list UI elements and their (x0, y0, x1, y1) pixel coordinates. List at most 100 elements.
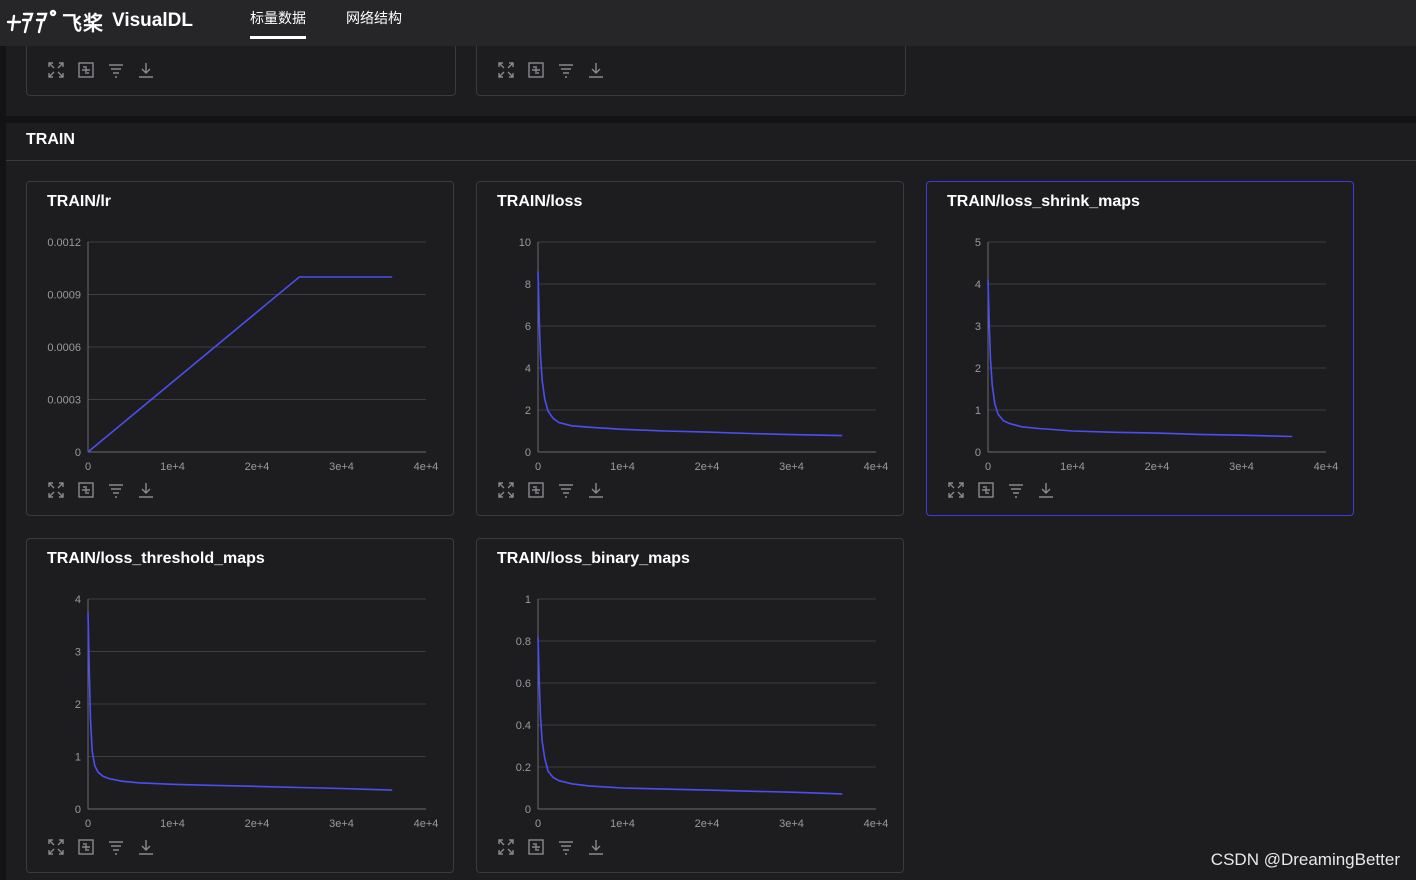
download-icon[interactable] (587, 481, 605, 499)
line-chart[interactable]: 0 1 2 3 4 5 0 1e+4 2e+4 3e+4 4e+4 (927, 182, 1355, 517)
section-divider (6, 160, 1416, 161)
y-tick-label: 0 (75, 804, 81, 816)
fit-icon[interactable] (77, 838, 95, 856)
chart-toolbar (497, 838, 605, 856)
line-chart[interactable]: 0 0.0003 0.0006 0.0009 0.0012 0 1e+4 2e+4 3e+4 4e… (27, 182, 455, 517)
y-tick-label: 4 (525, 363, 531, 375)
x-tick-label: 3e+4 (329, 818, 354, 830)
expand-icon[interactable] (47, 838, 65, 856)
chart-toolbar (497, 61, 605, 79)
y-tick-label: 0 (525, 447, 531, 459)
y-tick-label: 10 (519, 237, 531, 249)
download-icon[interactable] (587, 61, 605, 79)
x-tick-label: 2e+4 (695, 461, 720, 473)
x-tick-label: 0 (85, 818, 91, 830)
filter-icon[interactable] (107, 481, 125, 499)
fit-icon[interactable] (77, 481, 95, 499)
fit-icon[interactable] (527, 61, 545, 79)
y-tick-label: 2 (75, 699, 81, 711)
chart-card: TRAIN/loss 0 2 4 6 8 10 0 1e+4 2e+4 3e+4 4e+4 (476, 181, 904, 516)
filter-icon[interactable] (1007, 481, 1025, 499)
brand-chinese-name: 飞桨 (62, 12, 104, 35)
x-tick-label: 4e+4 (414, 461, 439, 473)
x-tick-label: 4e+4 (864, 461, 889, 473)
y-tick-label: 0.2 (516, 762, 531, 774)
y-tick-label: 2 (525, 405, 531, 417)
chart-card: TRAIN/lr 0 0.0003 0.0006 0.0009 0.0012 0 1e+4 2… (26, 181, 454, 516)
y-tick-label: 4 (975, 279, 981, 291)
x-tick-label: 1e+4 (610, 461, 635, 473)
chart-title: TRAIN/loss_binary_maps (497, 550, 690, 567)
x-tick-label: 2e+4 (245, 818, 270, 830)
chart-toolbar (47, 481, 155, 499)
chart-title: TRAIN/loss_shrink_maps (947, 193, 1140, 210)
expand-icon[interactable] (47, 481, 65, 499)
brand[interactable]: 飞桨 VisualDL (6, 4, 193, 38)
y-tick-label: 2 (975, 363, 981, 375)
y-tick-label: 1 (975, 405, 981, 417)
series-line (87, 612, 393, 791)
x-tick-label: 3e+4 (1229, 461, 1254, 473)
chart-card: TRAIN/loss_threshold_maps 0 1 2 3 4 0 1e+4 2e+4… (26, 538, 454, 873)
expand-icon[interactable] (947, 481, 965, 499)
y-tick-label: 1 (525, 594, 531, 606)
line-chart[interactable]: 0 1 2 3 4 0 1e+4 2e+4 3e+4 4e+4 (27, 539, 455, 874)
tab-network-graph[interactable]: 网络结构 (346, 10, 402, 26)
x-tick-label: 0 (535, 461, 541, 473)
x-tick-label: 3e+4 (779, 818, 804, 830)
x-tick-label: 1e+4 (610, 818, 635, 830)
filter-icon[interactable] (557, 481, 575, 499)
y-tick-label: 0.0012 (47, 237, 81, 249)
filter-icon[interactable] (107, 838, 125, 856)
x-tick-label: 2e+4 (245, 461, 270, 473)
y-tick-label: 4 (75, 594, 81, 606)
chart-title: TRAIN/loss_threshold_maps (47, 550, 265, 567)
fit-icon[interactable] (527, 481, 545, 499)
chart-toolbar (497, 481, 605, 499)
y-tick-label: 0.4 (516, 720, 531, 732)
y-tick-label: 0.0003 (47, 395, 81, 407)
x-tick-label: 2e+4 (695, 818, 720, 830)
line-chart[interactable]: 0 0.2 0.4 0.6 0.8 1 0 1e+4 2e+4 3e+4 4e+4 (477, 539, 905, 874)
y-tick-label: 0.8 (516, 636, 531, 648)
download-icon[interactable] (137, 838, 155, 856)
download-icon[interactable] (137, 61, 155, 79)
y-tick-label: 0.6 (516, 678, 531, 690)
x-tick-label: 4e+4 (1314, 461, 1339, 473)
expand-icon[interactable] (497, 838, 515, 856)
y-tick-label: 0.0006 (47, 342, 81, 354)
y-tick-label: 0 (975, 447, 981, 459)
fit-icon[interactable] (527, 838, 545, 856)
expand-icon[interactable] (497, 481, 515, 499)
chart-card: TRAIN/loss_binary_maps 0 0.2 0.4 0.6 0.8 1 0 1e… (476, 538, 904, 873)
train-section: TRAIN TRAIN/lr 0 0.0003 0.0006 0.0009 0.0012… (6, 123, 1416, 880)
filter-icon[interactable] (557, 61, 575, 79)
download-icon[interactable] (137, 481, 155, 499)
chart-title: TRAIN/loss (497, 193, 583, 210)
tab-scalar-data[interactable]: 标量数据 (250, 8, 306, 39)
fit-icon[interactable] (977, 481, 995, 499)
x-tick-label: 0 (985, 461, 991, 473)
y-tick-label: 3 (975, 321, 981, 333)
filter-icon[interactable] (557, 838, 575, 856)
series-line (87, 276, 393, 453)
expand-icon[interactable] (47, 61, 65, 79)
series-line (537, 271, 843, 437)
chart-toolbar (47, 838, 155, 856)
y-tick-label: 5 (975, 237, 981, 249)
y-tick-label: 6 (525, 321, 531, 333)
download-icon[interactable] (587, 838, 605, 856)
y-tick-label: 1 (75, 752, 81, 764)
filter-icon[interactable] (107, 61, 125, 79)
fit-icon[interactable] (77, 61, 95, 79)
series-line (537, 636, 843, 795)
x-tick-label: 1e+4 (1060, 461, 1085, 473)
download-icon[interactable] (1037, 481, 1055, 499)
expand-icon[interactable] (497, 61, 515, 79)
x-tick-label: 3e+4 (779, 461, 804, 473)
top-nav-bar: 飞桨 VisualDL 标量数据 网络结构 (0, 0, 1416, 46)
y-tick-label: 8 (525, 279, 531, 291)
line-chart[interactable]: 0 2 4 6 8 10 0 1e+4 2e+4 3e+4 4e+4 (477, 182, 905, 517)
x-tick-label: 4e+4 (864, 818, 889, 830)
chart-toolbar (947, 481, 1055, 499)
